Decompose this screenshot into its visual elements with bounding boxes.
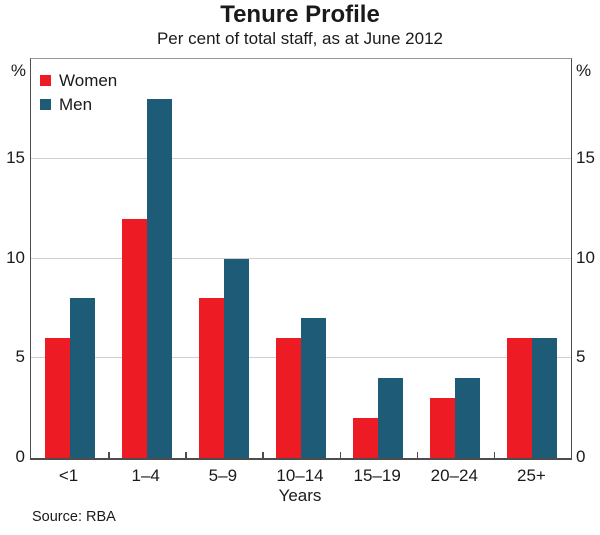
bar-women-5 — [353, 418, 379, 458]
legend-item-women: Women — [40, 71, 117, 90]
x-axis-tick-6 — [493, 452, 496, 458]
bar-women-2 — [121, 218, 147, 458]
source-note: Source: RBA — [32, 509, 116, 525]
y-tick-label-left-0: 0 — [15, 447, 25, 466]
bar-women-4 — [276, 338, 301, 458]
y-tick-label-left-5: 5 — [15, 347, 25, 367]
y-tick-label-right-0: 0 — [576, 447, 586, 466]
x-tick-label-7: 25+ — [517, 466, 546, 485]
legend-swatch-women — [40, 75, 51, 86]
chart-subtitle: Per cent of total staff, as at June 2012 — [156, 29, 444, 48]
x-axis-tick-3 — [262, 452, 264, 458]
x-tick-label-1: <1 — [58, 466, 79, 485]
x-tick-label-4: 10–14 — [276, 466, 324, 485]
x-axis-tick-4 — [339, 452, 342, 458]
bar-women-7 — [507, 338, 533, 458]
y-tick-label-left-10: 10 — [6, 247, 25, 267]
legend-label-men: Men — [59, 95, 93, 114]
legend: Women Men — [40, 71, 117, 119]
bar-men-5 — [378, 378, 404, 458]
x-axis-tick-5 — [416, 452, 419, 458]
y-tick-label-right-10: 10 — [576, 247, 595, 267]
y-tick-label-right-5: 5 — [576, 347, 586, 367]
bar-women-1 — [44, 338, 70, 458]
y-tick-label-left-15: 15 — [6, 147, 25, 167]
x-tick-label-6: 20–24 — [430, 466, 478, 485]
legend-item-men: Men — [40, 95, 117, 114]
y-axis-unit-right: % — [576, 61, 592, 80]
gridline-10 — [31, 257, 571, 259]
x-axis-label: Years — [278, 486, 322, 505]
legend-label-women: Women — [59, 71, 118, 90]
x-tick-label-5: 15–19 — [353, 466, 401, 485]
x-tick-label-3: 5–9 — [208, 466, 238, 485]
legend-swatch-men — [40, 99, 51, 110]
bar-women-3 — [198, 298, 224, 458]
bar-men-4 — [301, 318, 326, 458]
chart-title: Tenure Profile — [220, 1, 380, 28]
bar-men-2 — [146, 98, 172, 458]
y-tick-label-right-15: 15 — [576, 147, 595, 167]
plot-area: Women Men — [30, 58, 572, 460]
x-axis-tick-2 — [185, 452, 187, 458]
bar-men-1 — [69, 298, 95, 458]
gridline-15 — [31, 157, 571, 159]
bar-men-6 — [455, 378, 481, 458]
bar-men-3 — [223, 258, 249, 458]
y-axis-unit-left: % — [10, 61, 26, 80]
x-axis-tick-1 — [108, 452, 110, 458]
bar-women-6 — [430, 398, 456, 458]
bar-men-7 — [532, 338, 558, 458]
x-tick-label-2: 1–4 — [131, 466, 160, 485]
